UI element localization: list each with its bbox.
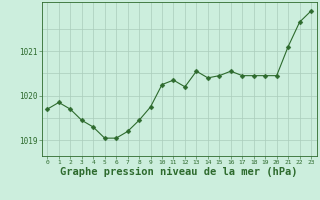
X-axis label: Graphe pression niveau de la mer (hPa): Graphe pression niveau de la mer (hPa) xyxy=(60,167,298,177)
